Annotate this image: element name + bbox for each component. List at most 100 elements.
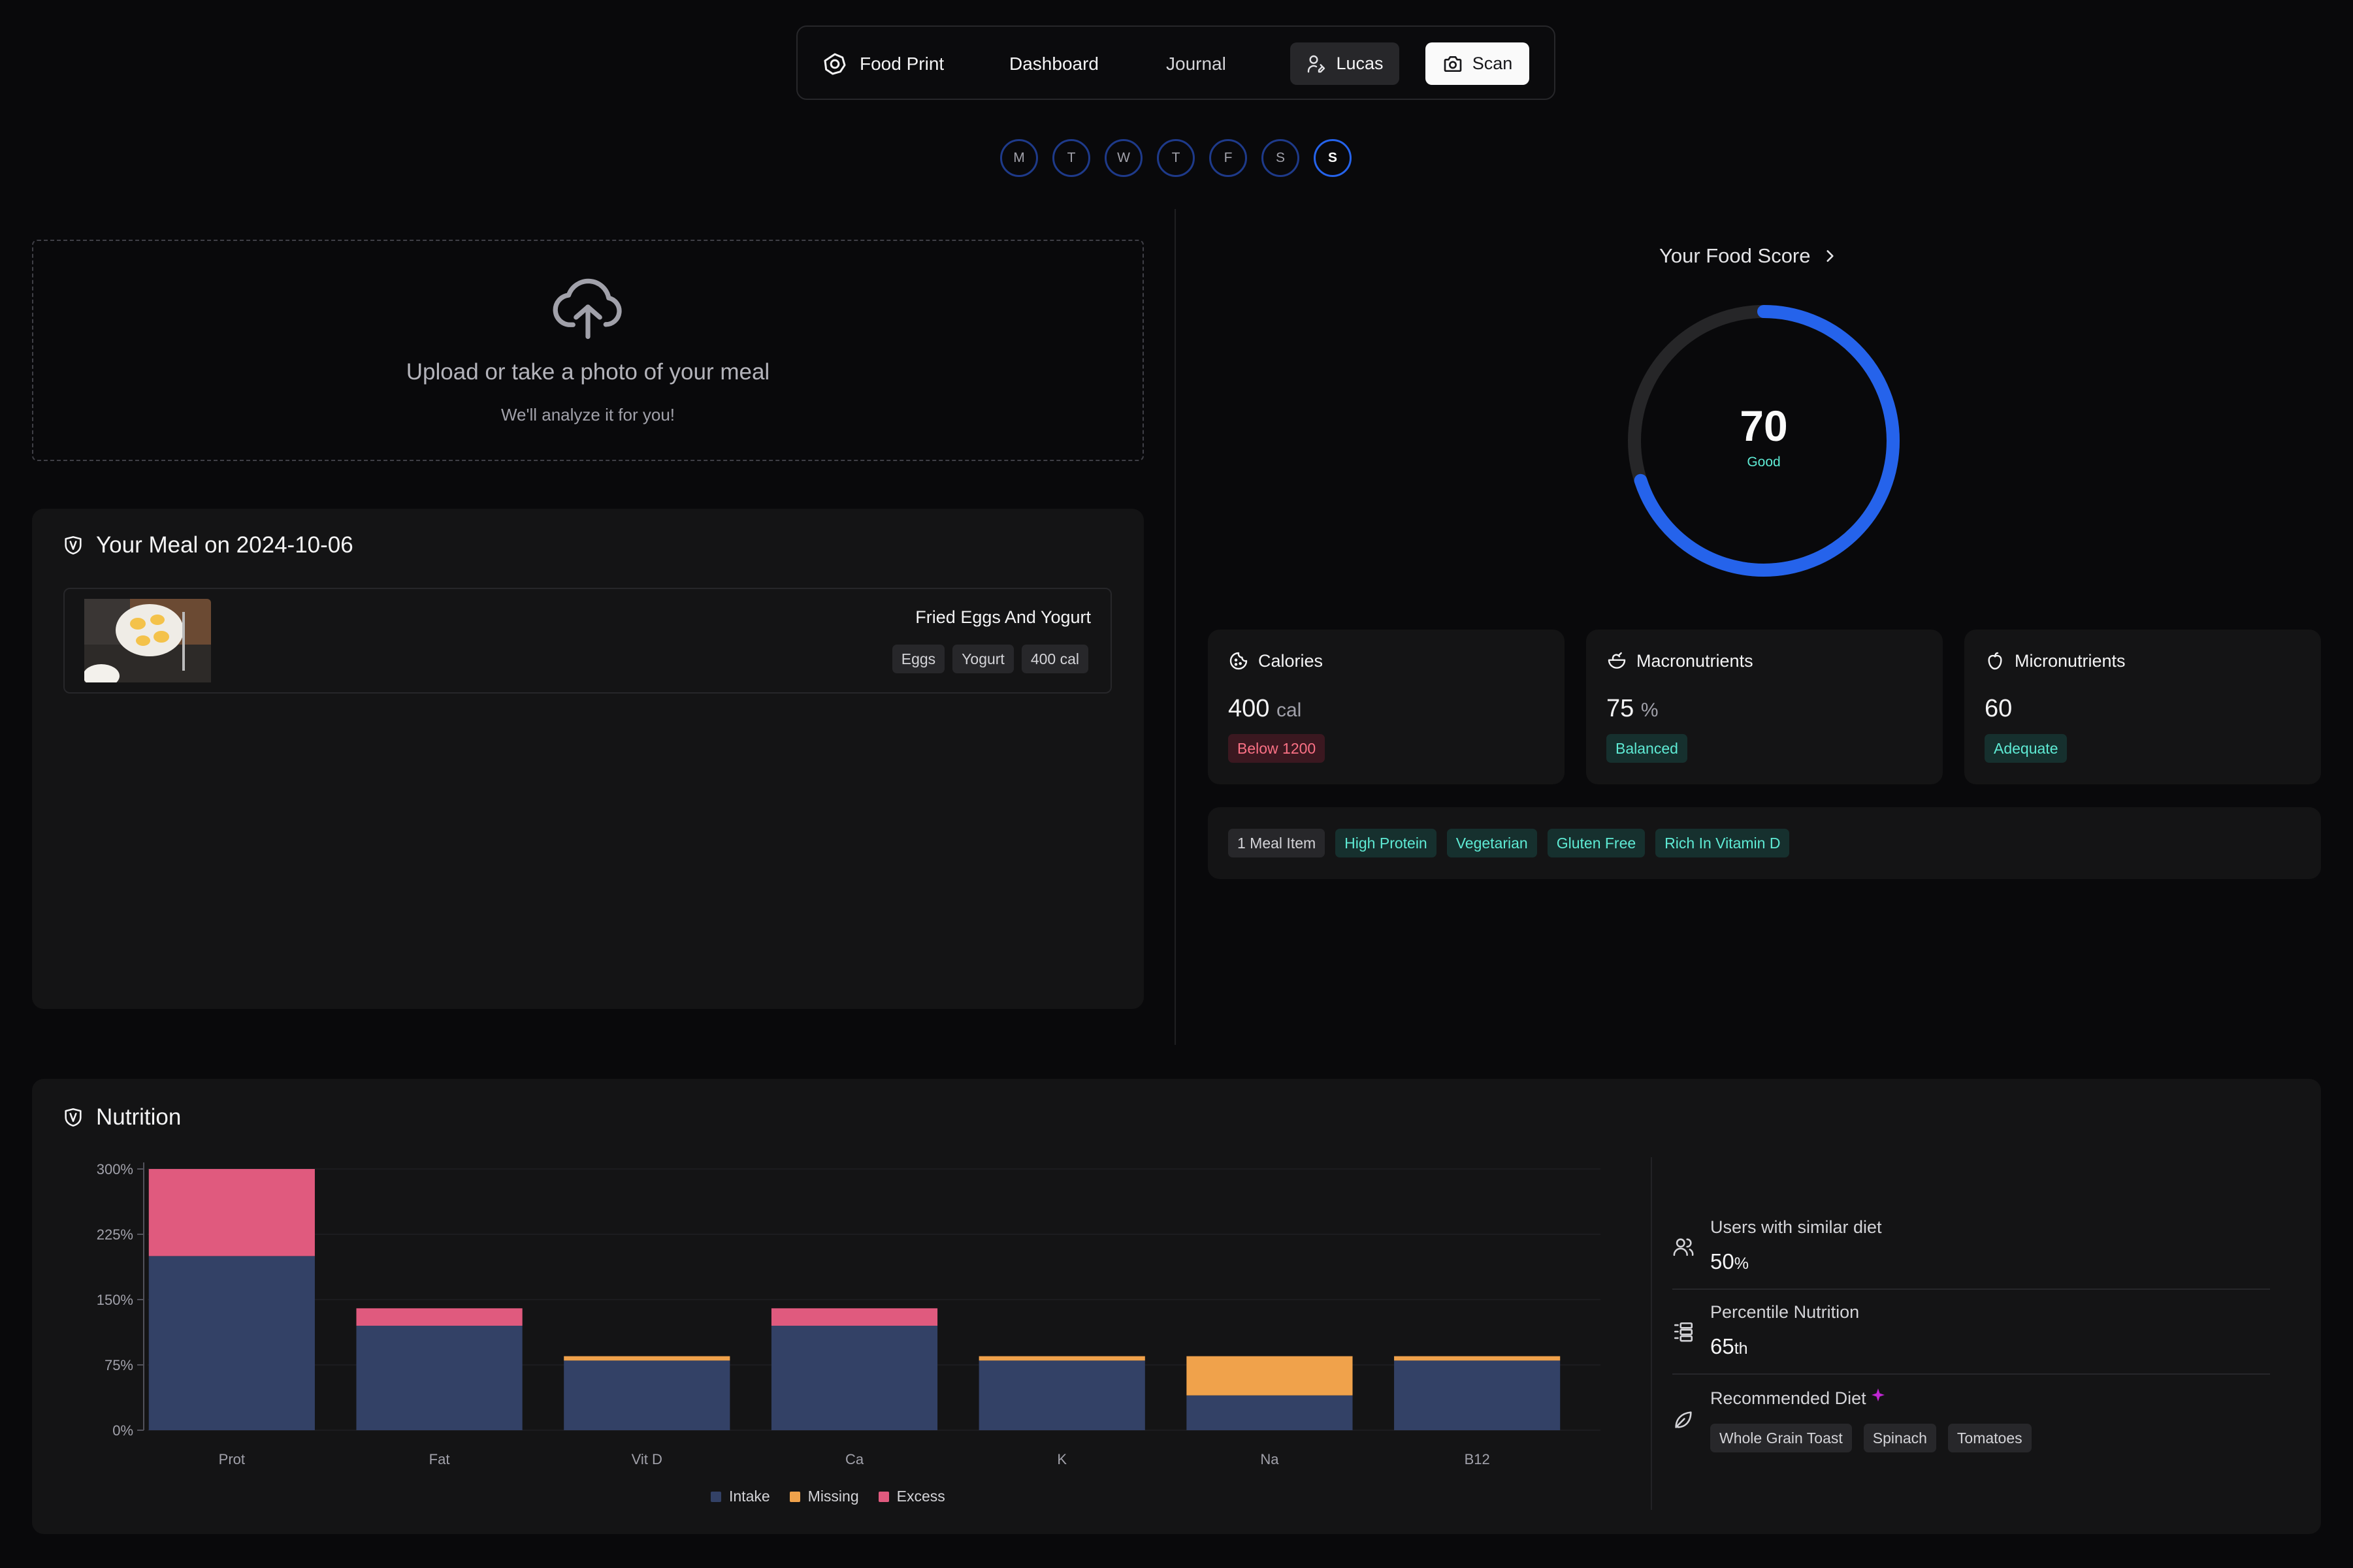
salad-icon xyxy=(1608,652,1626,669)
macronutrients-title-row: Macronutrients xyxy=(1606,650,1753,671)
score-ring xyxy=(1628,305,1900,577)
food-score-link[interactable]: Your Food Score xyxy=(1659,242,1838,270)
bar-intake[interactable] xyxy=(1186,1395,1353,1430)
micronutrients-value-row: 60 xyxy=(1985,695,2012,723)
percentile-value: 65 xyxy=(1710,1334,1734,1358)
macronutrients-value-row: 75 % xyxy=(1606,695,1659,723)
shield-leaf-icon xyxy=(65,1108,82,1127)
similar-diet-value: 50 xyxy=(1710,1249,1734,1273)
nav-dashboard[interactable]: Dashboard xyxy=(1009,54,1099,74)
legend-intake[interactable]: Intake xyxy=(711,1488,770,1505)
calories-title: Calories xyxy=(1258,650,1323,671)
recommended-diet-title: Recommended Diet xyxy=(1710,1388,1866,1408)
nutrition-divider xyxy=(1651,1157,1652,1510)
percentile-value-row: 65th xyxy=(1710,1334,1748,1359)
bar-missing[interactable] xyxy=(979,1356,1145,1361)
shield-leaf-icon xyxy=(65,536,82,555)
day-monday[interactable]: M xyxy=(1000,139,1038,177)
recommended-tag[interactable]: Tomatoes xyxy=(1947,1424,2032,1452)
column-divider xyxy=(1175,209,1176,1045)
calories-badge: Below 1200 xyxy=(1228,734,1325,763)
recommended-tag[interactable]: Whole Grain Toast xyxy=(1710,1424,1852,1452)
recommended-diet-title-row: Recommended Diet xyxy=(1710,1388,1885,1409)
nav-journal[interactable]: Journal xyxy=(1166,54,1226,74)
legend-missing-label: Missing xyxy=(807,1488,859,1505)
insight-divider xyxy=(1672,1373,2270,1375)
leaf-icon xyxy=(1675,1411,1692,1428)
users-icon xyxy=(1673,1238,1694,1256)
upload-dropzone[interactable] xyxy=(32,240,1144,461)
day-friday[interactable]: F xyxy=(1209,139,1247,177)
score-value: 70 xyxy=(1740,402,1788,450)
day-wednesday[interactable]: W xyxy=(1105,139,1143,177)
chart-legend: Intake Missing Excess xyxy=(711,1488,945,1505)
score-rating: Good xyxy=(1747,455,1781,470)
nutrition-title: Nutrition xyxy=(96,1104,182,1130)
bar-missing[interactable] xyxy=(1186,1356,1353,1396)
user-edit-icon xyxy=(1308,55,1325,72)
diet-tag: Vegetarian xyxy=(1446,829,1537,857)
bar-missing[interactable] xyxy=(1394,1356,1561,1361)
user-button[interactable]: Lucas xyxy=(1290,42,1399,85)
y-tick-label: 150% xyxy=(97,1292,133,1308)
macronutrients-unit: % xyxy=(1640,699,1659,721)
sparkle-icon xyxy=(1871,1388,1885,1401)
recommended-tag[interactable]: Spinach xyxy=(1863,1424,1936,1452)
x-tick-label: K xyxy=(1057,1451,1067,1467)
micronutrients-title-row: Micronutrients xyxy=(1985,650,2126,671)
scan-button[interactable]: Scan xyxy=(1425,42,1529,85)
micronutrients-badge: Adequate xyxy=(1985,734,2068,763)
percentile-title: Percentile Nutrition xyxy=(1710,1302,1860,1322)
insight-divider xyxy=(1672,1288,2270,1290)
diet-tags: 1 Meal Item High Protein Vegetarian Glut… xyxy=(1228,829,1790,857)
macronutrients-title: Macronutrients xyxy=(1636,650,1753,671)
recommended-diet-tags: Whole Grain Toast Spinach Tomatoes xyxy=(1710,1424,2032,1452)
x-tick-label: Na xyxy=(1260,1451,1279,1467)
bar-excess[interactable] xyxy=(771,1308,938,1326)
brand-link[interactable]: Food Print xyxy=(822,48,944,80)
bar-intake[interactable] xyxy=(771,1326,938,1430)
camera-icon xyxy=(1444,56,1462,72)
x-tick-label: Ca xyxy=(845,1451,864,1467)
calories-title-row: Calories xyxy=(1228,650,1323,671)
nutrition-header: Nutrition xyxy=(62,1104,181,1130)
day-thursday[interactable]: T xyxy=(1157,139,1195,177)
bar-missing[interactable] xyxy=(564,1356,730,1361)
food-print-logo-icon xyxy=(824,53,846,75)
meal-item[interactable] xyxy=(63,588,1112,694)
day-tuesday[interactable]: T xyxy=(1052,139,1090,177)
bar-intake[interactable] xyxy=(356,1326,523,1430)
meal-item-tags: Eggs Yogurt 400 cal xyxy=(892,645,1088,673)
calories-unit: cal xyxy=(1276,699,1302,721)
similar-diet-suffix: % xyxy=(1734,1255,1749,1273)
day-saturday[interactable]: S xyxy=(1261,139,1299,177)
meal-tag: Eggs xyxy=(892,645,945,673)
meal-tag: Yogurt xyxy=(952,645,1014,673)
cloud-upload-icon xyxy=(553,278,622,340)
micronutrients-title: Micronutrients xyxy=(2015,650,2126,671)
x-tick-label: B12 xyxy=(1465,1451,1490,1467)
meal-photo xyxy=(84,599,211,682)
score-arc xyxy=(1628,305,1900,577)
bar-intake[interactable] xyxy=(564,1360,730,1430)
macronutrients-value: 75 xyxy=(1606,695,1634,722)
meal-card-header: Your Meal on 2024-10-06 xyxy=(62,532,353,558)
upload-title: Upload or take a photo of your meal xyxy=(406,359,770,385)
micronutrients-value: 60 xyxy=(1985,695,2013,722)
diet-tag: 1 Meal Item xyxy=(1228,829,1325,857)
nutrition-chart: 0% 75% 150% 225% 300% Prot Fat Vit D Ca K Na B12 xyxy=(97,1161,1600,1467)
bar-excess[interactable] xyxy=(356,1308,523,1326)
legend-excess[interactable]: Excess xyxy=(878,1488,945,1505)
bar-intake[interactable] xyxy=(1394,1360,1561,1430)
x-tick-label: Vit D xyxy=(632,1451,662,1467)
bar-intake[interactable] xyxy=(979,1360,1145,1430)
apple-icon xyxy=(1988,652,2002,670)
day-sunday[interactable]: S xyxy=(1314,139,1352,177)
calories-value-row: 400 cal xyxy=(1228,695,1301,723)
scan-label: Scan xyxy=(1472,54,1513,73)
bar-excess[interactable] xyxy=(148,1169,315,1256)
legend-missing[interactable]: Missing xyxy=(789,1488,859,1505)
x-tick-label: Prot xyxy=(219,1451,245,1467)
diet-tag: High Protein xyxy=(1335,829,1436,857)
bar-intake[interactable] xyxy=(148,1256,315,1430)
